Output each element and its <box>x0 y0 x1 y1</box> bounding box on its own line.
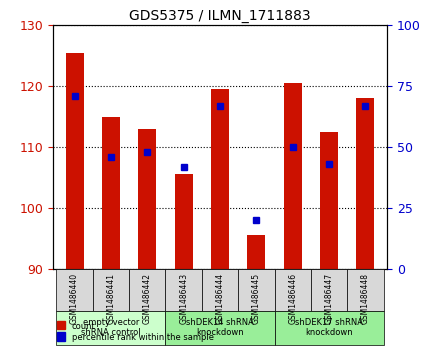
FancyBboxPatch shape <box>202 269 238 311</box>
FancyBboxPatch shape <box>56 269 93 311</box>
Text: shDEK14 shRNA
knockdown: shDEK14 shRNA knockdown <box>186 318 254 338</box>
Text: shDEK17 shRNA
knockdown: shDEK17 shRNA knockdown <box>295 318 363 338</box>
FancyBboxPatch shape <box>165 311 275 345</box>
FancyBboxPatch shape <box>129 269 165 311</box>
Text: GSM1486443: GSM1486443 <box>179 273 188 324</box>
FancyBboxPatch shape <box>56 311 165 345</box>
FancyBboxPatch shape <box>275 269 311 311</box>
Bar <box>175 175 193 269</box>
Bar <box>247 235 265 269</box>
Legend: count, percentile rank within the sample: count, percentile rank within the sample <box>57 322 214 343</box>
Text: GSM1486445: GSM1486445 <box>252 273 261 324</box>
FancyBboxPatch shape <box>311 269 347 311</box>
FancyBboxPatch shape <box>238 269 275 311</box>
Bar <box>66 53 84 269</box>
Text: GSM1486448: GSM1486448 <box>361 273 370 323</box>
Title: GDS5375 / ILMN_1711883: GDS5375 / ILMN_1711883 <box>129 9 311 23</box>
Text: empty vector
shRNA control: empty vector shRNA control <box>81 318 141 338</box>
FancyBboxPatch shape <box>275 311 384 345</box>
Text: GSM1486447: GSM1486447 <box>325 273 334 324</box>
Text: GSM1486442: GSM1486442 <box>143 273 152 323</box>
Text: GSM1486444: GSM1486444 <box>216 273 224 324</box>
FancyBboxPatch shape <box>165 269 202 311</box>
Bar <box>138 129 156 269</box>
Text: GSM1486440: GSM1486440 <box>70 273 79 324</box>
Bar <box>102 117 120 269</box>
Bar <box>211 89 229 269</box>
Bar <box>356 98 374 269</box>
Text: GSM1486441: GSM1486441 <box>106 273 115 323</box>
FancyBboxPatch shape <box>93 269 129 311</box>
Text: GSM1486446: GSM1486446 <box>288 273 297 324</box>
Bar <box>320 132 338 269</box>
Bar <box>284 83 302 269</box>
FancyBboxPatch shape <box>347 269 384 311</box>
